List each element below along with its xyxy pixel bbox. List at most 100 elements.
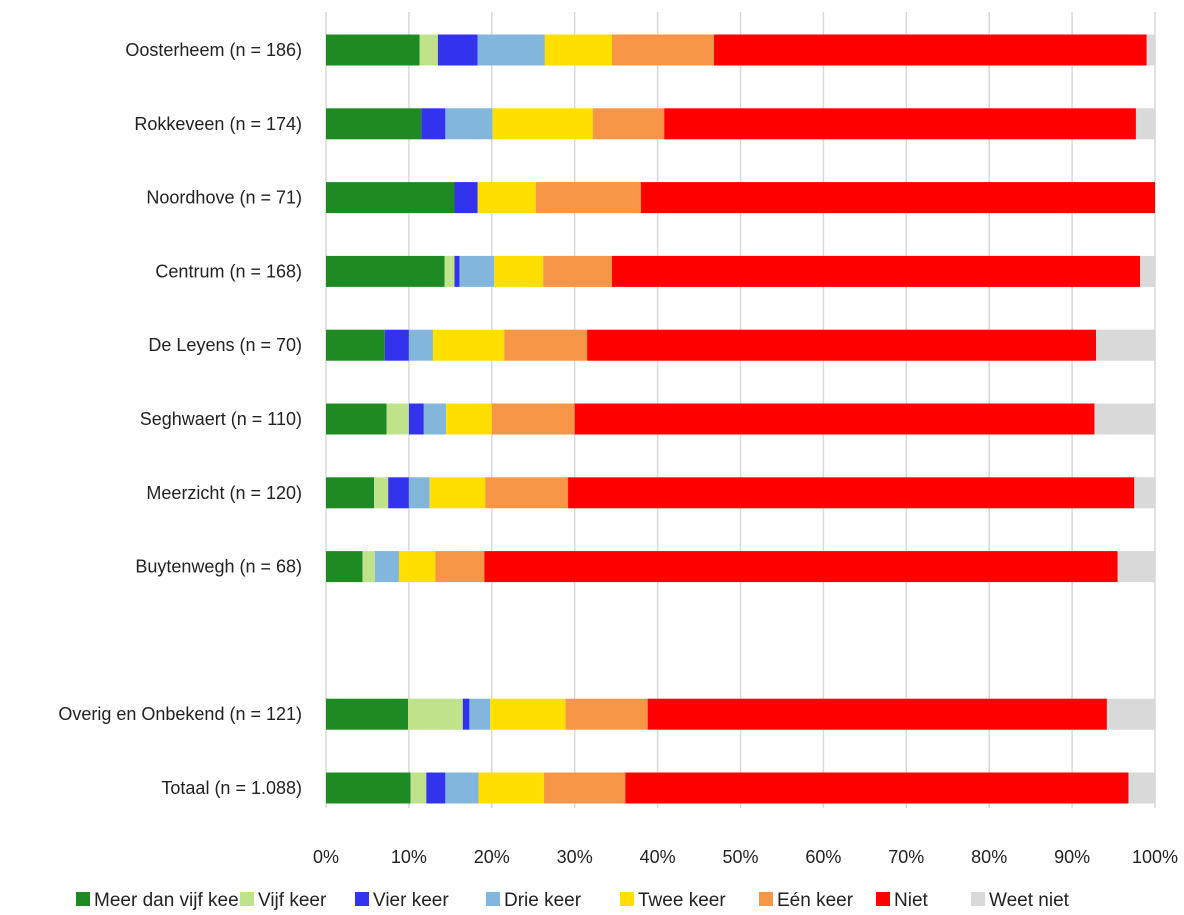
x-tick-label: 20% — [474, 847, 510, 867]
bar-segment — [435, 551, 485, 583]
bar-segment — [444, 255, 455, 287]
bar-segment — [592, 108, 665, 140]
x-tick-labels: 0% 10% 20% 30% 40% 50% 60% 70% 80% 90% 100% — [313, 847, 1178, 867]
x-tick-label: 90% — [1054, 847, 1090, 867]
bar-segment — [326, 698, 409, 730]
legend-swatch — [971, 892, 985, 906]
bar-segment — [1128, 772, 1155, 804]
bar-segment — [408, 477, 430, 509]
legend-label: Eén keer — [777, 890, 854, 911]
bar-segment — [374, 551, 399, 583]
bar-segment — [543, 255, 613, 287]
bar-segment — [419, 34, 438, 66]
x-tick-label: 100% — [1132, 847, 1178, 867]
bar-segment — [429, 477, 486, 509]
bar-segment — [612, 34, 714, 66]
bar-segment — [504, 329, 588, 361]
category-label: Oosterheem (n = 186) — [125, 40, 302, 60]
bar-segment — [484, 551, 1118, 583]
x-tick-label: 40% — [640, 847, 676, 867]
bar-segment — [374, 477, 389, 509]
x-tick-label: 70% — [888, 847, 924, 867]
bar-segment — [641, 182, 1155, 214]
bar-segment — [1096, 329, 1155, 361]
bar-segment — [612, 255, 1141, 287]
bar-segment — [544, 34, 613, 66]
bar-segment — [384, 329, 409, 361]
bar-segment — [326, 772, 411, 804]
bar-segment — [477, 182, 536, 214]
legend-swatch — [355, 892, 369, 906]
category-label: Meerzicht (n = 120) — [146, 483, 302, 503]
legend-swatch — [620, 892, 634, 906]
x-tick-label: 50% — [722, 847, 758, 867]
bar-segment — [446, 403, 492, 435]
bar-segment — [426, 772, 446, 804]
bar-segment — [477, 34, 545, 66]
x-tick-label: 60% — [805, 847, 841, 867]
legend-label: Vijf keer — [258, 890, 327, 911]
bar-segment — [398, 551, 436, 583]
bar-segment — [326, 477, 375, 509]
category-label: Seghwaert (n = 110) — [140, 409, 302, 429]
x-tick-label: 30% — [557, 847, 593, 867]
bar-segment — [587, 329, 1097, 361]
bar-segment — [574, 403, 1095, 435]
bar-segment — [326, 403, 387, 435]
legend-label: Twee keer — [638, 890, 726, 911]
bar-segment — [490, 698, 566, 730]
bar-segment — [1134, 477, 1155, 509]
bar-segment — [326, 329, 385, 361]
bar-segment — [326, 182, 455, 214]
bar-segment — [459, 255, 495, 287]
legend: Meer dan vijf keer Vijf keer Vier keer Drie… — [76, 890, 1070, 911]
bar-segment — [423, 403, 447, 435]
legend-swatch — [486, 892, 500, 906]
bar-segment — [462, 698, 470, 730]
category-label: Noordhove (n = 71) — [146, 188, 302, 208]
bar-segment — [454, 255, 460, 287]
bar-segment — [1117, 551, 1155, 583]
bar-segment — [326, 255, 445, 287]
category-label: Totaal (n = 1.088) — [161, 778, 302, 798]
bar-segment — [535, 182, 642, 214]
bar-segment — [1106, 698, 1155, 730]
bar-segment — [1146, 34, 1155, 66]
bar-segment — [326, 551, 363, 583]
bar-segment — [469, 698, 491, 730]
bar-segment — [664, 108, 1136, 140]
bar-segment — [326, 108, 422, 140]
bar-segment — [1094, 403, 1155, 435]
bar-segment — [388, 477, 409, 509]
bar-segment — [445, 108, 493, 140]
bar-segment — [1140, 255, 1155, 287]
x-tick-label: 10% — [391, 847, 427, 867]
bar-segment — [362, 551, 375, 583]
category-label: Rokkeveen (n = 174) — [134, 114, 302, 134]
bar-segment — [1135, 108, 1155, 140]
bar-segment — [713, 34, 1147, 66]
bars — [326, 34, 1155, 804]
bar-segment — [445, 772, 479, 804]
bar-segment — [408, 403, 424, 435]
bar-segment — [410, 772, 427, 804]
bar-segment — [544, 772, 626, 804]
bar-segment — [326, 34, 420, 66]
bar-segment — [454, 182, 478, 214]
bar-segment — [492, 108, 593, 140]
bar-segment — [421, 108, 446, 140]
bar-segment — [432, 329, 505, 361]
bar-segment — [565, 698, 648, 730]
legend-swatch — [240, 892, 254, 906]
legend-label: Weet niet — [989, 890, 1070, 911]
bar-segment — [625, 772, 1129, 804]
legend-label: Niet — [894, 890, 929, 911]
bar-segment — [491, 403, 575, 435]
legend-label: Drie keer — [504, 890, 582, 911]
bar-segment — [386, 403, 409, 435]
bar-segment — [437, 34, 478, 66]
legend-swatch — [759, 892, 773, 906]
bar-segment — [568, 477, 1135, 509]
bar-segment — [408, 698, 463, 730]
category-label: Centrum (n = 168) — [155, 261, 302, 281]
